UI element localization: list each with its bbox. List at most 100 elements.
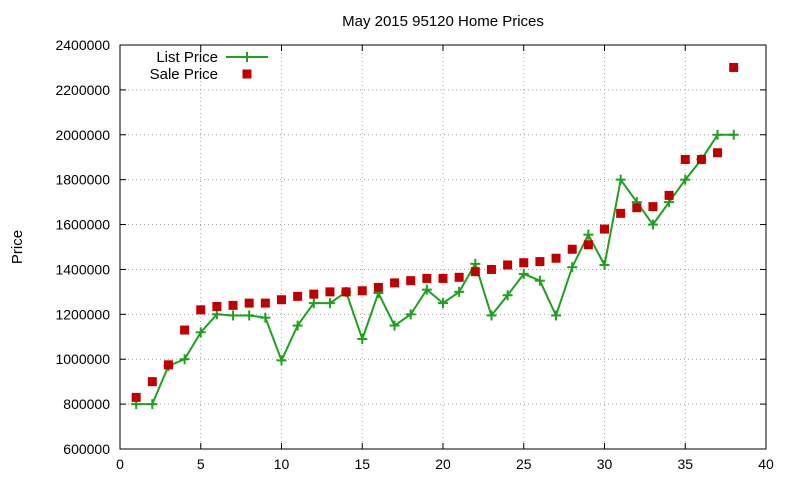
legend-marker-list-price <box>242 52 252 62</box>
y-tick-label: 1600000 <box>55 217 110 233</box>
x-tick-label: 5 <box>197 456 205 472</box>
list-price-point <box>228 310 239 321</box>
sale-price-point <box>390 278 400 288</box>
list-price-point <box>389 320 400 331</box>
list-price-point <box>244 310 255 321</box>
x-tick-label: 40 <box>758 456 774 472</box>
sale-price-point <box>293 291 303 301</box>
sale-price-point <box>729 62 739 72</box>
legend-swatch-sale-price <box>242 69 252 79</box>
y-axis-label: Price <box>9 230 26 264</box>
sale-price-point <box>260 298 270 308</box>
list-price-point <box>712 129 723 140</box>
y-tick-label: 800000 <box>63 396 110 412</box>
legend: List Price Sale Price <box>150 49 268 83</box>
list-price-point <box>728 129 739 140</box>
list-price-point <box>260 312 271 323</box>
series-layer <box>131 62 739 410</box>
sale-price-point <box>664 190 674 200</box>
series-sale-price <box>131 62 739 402</box>
chart-title: May 2015 95120 Home Prices <box>342 13 544 30</box>
x-tick-label: 25 <box>516 456 532 472</box>
x-tick-label: 10 <box>274 456 290 472</box>
list-price-point <box>567 262 578 273</box>
list-price-point <box>292 320 303 331</box>
sale-price-point <box>309 289 319 299</box>
list-price-point <box>211 309 222 320</box>
list-price-point <box>438 298 448 309</box>
x-tick-label: 0 <box>116 456 124 472</box>
y-tick-label: 2400000 <box>55 37 110 53</box>
sale-price-point <box>212 301 222 311</box>
legend-swatch-list-price <box>226 52 268 62</box>
sale-price-point <box>600 224 609 234</box>
sale-price-point <box>486 264 496 274</box>
list-price-point <box>179 354 190 365</box>
list-price-point <box>615 174 626 185</box>
legend-label-sale-price: Sale Price <box>150 66 218 83</box>
grid-lines <box>120 45 766 449</box>
sale-price-point <box>551 253 561 263</box>
x-tick-label: 30 <box>597 456 613 472</box>
sale-price-point <box>373 282 383 292</box>
list-price-point <box>308 298 319 309</box>
sale-price-point <box>244 298 254 308</box>
list-price-point <box>454 286 465 297</box>
legend-marker-sale-price <box>242 69 252 79</box>
y-tick-label: 600000 <box>63 441 110 457</box>
sale-price-point <box>131 392 141 402</box>
list-price-point <box>502 290 513 301</box>
y-tick-label: 1000000 <box>55 351 110 367</box>
list-price-point <box>195 327 206 338</box>
sale-price-point <box>180 325 190 335</box>
sale-price-point <box>196 305 206 315</box>
list-price-point <box>357 334 368 345</box>
axis-tick-labels: 0 5 10 15 20 25 30 35 40 600000 800000 1000000 12000… <box>55 37 774 472</box>
list-price-point <box>551 310 562 321</box>
sale-price-point <box>503 260 513 270</box>
x-tick-label: 20 <box>435 456 451 472</box>
sale-price-point <box>357 286 367 296</box>
list-price-point <box>421 284 432 295</box>
sale-price-point <box>535 257 545 267</box>
list-price-point <box>276 355 287 366</box>
series-list-price <box>131 129 739 410</box>
sale-price-point <box>438 273 448 283</box>
y-tick-label: 2200000 <box>55 82 110 98</box>
sale-price-point <box>470 267 480 277</box>
list-price-point <box>534 275 545 286</box>
list-price-point <box>470 258 481 269</box>
y-tick-label: 1800000 <box>55 172 110 188</box>
y-tick-label: 2000000 <box>55 127 110 143</box>
list-price-point <box>680 174 691 185</box>
list-price-point <box>518 268 529 279</box>
sale-price-point <box>163 360 173 370</box>
list-price-point <box>147 399 158 410</box>
y-tick-label: 1400000 <box>55 261 110 277</box>
x-tick-label: 35 <box>677 456 693 472</box>
list-price-point <box>405 309 416 320</box>
sale-price-point <box>632 203 642 213</box>
sale-price-point <box>713 148 723 158</box>
list-price-point <box>583 229 594 240</box>
sale-price-point <box>325 287 335 297</box>
list-price-point <box>486 310 497 321</box>
sale-price-point <box>696 154 706 164</box>
sale-price-point <box>616 208 626 218</box>
sale-price-point <box>567 244 577 254</box>
sale-price-point <box>422 273 432 283</box>
sale-price-point <box>147 377 157 387</box>
list-price-point <box>324 298 335 309</box>
sale-price-point <box>228 300 238 310</box>
sale-price-point <box>648 202 658 212</box>
y-tick-label: 1200000 <box>55 306 110 322</box>
axis-ticks <box>119 44 767 450</box>
sale-price-point <box>277 295 286 305</box>
sale-price-point <box>519 258 529 268</box>
sale-price-point <box>583 240 593 250</box>
sale-price-point <box>454 272 464 282</box>
sale-price-point <box>406 276 416 286</box>
x-tick-label: 15 <box>354 456 370 472</box>
sale-price-point <box>680 154 690 164</box>
